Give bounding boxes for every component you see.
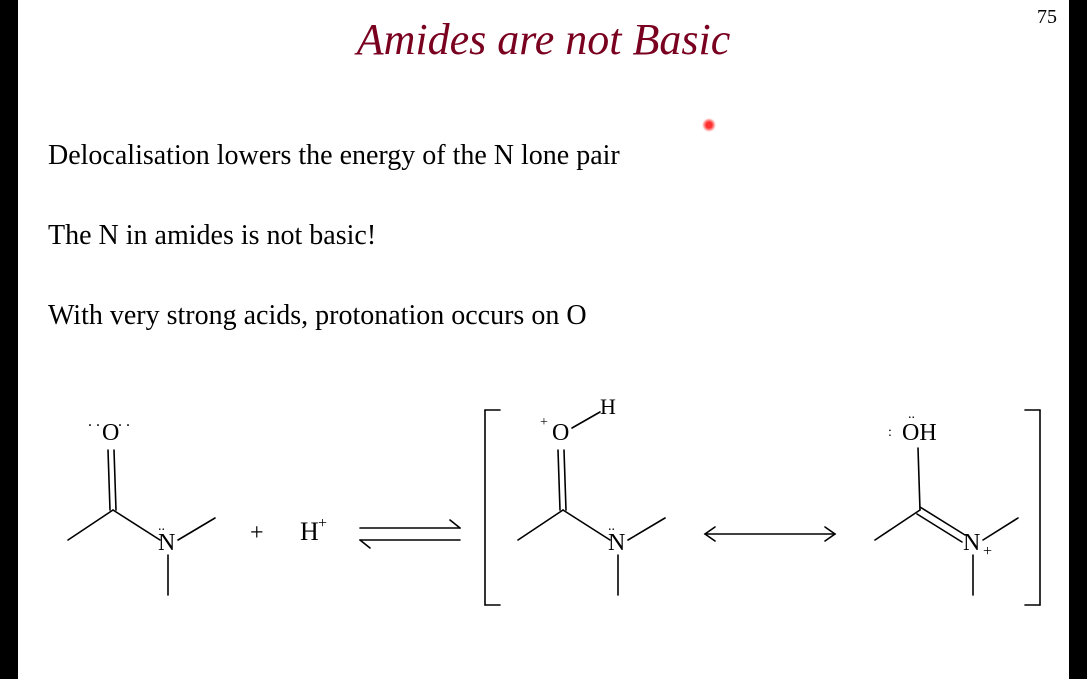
resonance-arrow [705,527,835,541]
svg-text:. .: . . [88,413,100,430]
svg-text:..: .. [608,519,615,534]
body-line-2: The N in amides is not basic! [48,220,376,252]
proton-label: H + [300,515,327,546]
svg-text:..: .. [158,519,165,534]
slide-title: Amides are not Basic [0,14,1087,65]
body-line-3: With very strong acids, protonation occu… [48,300,587,332]
plus-sign: + [250,520,264,546]
laser-pointer-dot [702,118,716,132]
svg-text:O: O [102,420,119,446]
svg-text:OH: OH [902,420,937,446]
molecule-resonance-b: OH .. : N + [875,407,1018,595]
body-line-1: Delocalisation lowers the energy of the … [48,140,620,172]
svg-text:+: + [318,515,327,532]
svg-text::: : [888,425,892,440]
bracket-left [485,410,500,605]
reaction-scheme: O . . . . N .. + H + [40,390,1050,650]
right-black-bar [1069,0,1087,679]
equilibrium-arrow [360,520,460,548]
molecule-resonance-a: O + H N .. [518,394,665,595]
svg-text:H: H [600,394,616,419]
svg-text:+: + [540,415,548,430]
svg-text:. .: . . [118,413,130,430]
molecule-amide: O . . . . N .. [68,413,215,595]
svg-text:+: + [983,543,992,560]
svg-text:H: H [300,517,319,546]
svg-text:O: O [552,420,569,446]
left-black-bar [0,0,18,679]
svg-text:..: .. [908,407,915,422]
svg-text:N: N [963,530,980,556]
bracket-right [1025,410,1040,605]
